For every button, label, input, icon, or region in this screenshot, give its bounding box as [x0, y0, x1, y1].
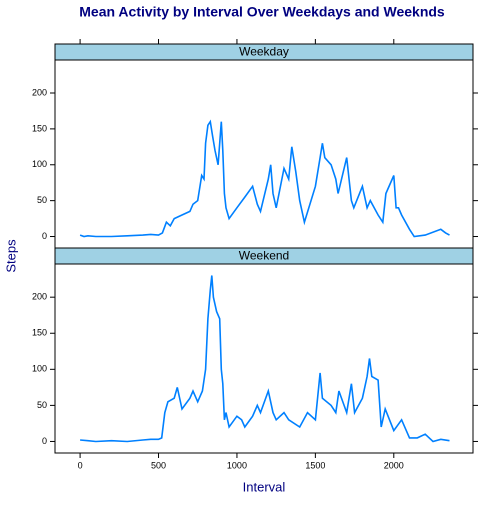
line: [79, 119, 450, 238]
y-tick-label: 150: [32, 328, 47, 338]
strip-label: Weekend: [239, 249, 289, 263]
y-tick-label: 150: [32, 123, 47, 133]
x-tick-label: 2000: [384, 460, 404, 470]
y-tick-label: 0: [42, 231, 47, 241]
panel-border: [54, 59, 474, 249]
y-tick-label: 50: [37, 195, 47, 205]
y-tick-label: 100: [32, 159, 47, 169]
y-tick-label: 0: [42, 436, 47, 446]
strip-label: Weekday: [239, 45, 289, 59]
panel-border: [54, 263, 474, 454]
chart-title: Mean Activity by Interval Over Weekdays …: [79, 4, 445, 20]
y-axis-label: Steps: [3, 239, 18, 273]
y-tick-label: 100: [32, 364, 47, 374]
y-tick-label: 50: [37, 400, 47, 410]
x-tick-label: 500: [151, 460, 166, 470]
line: [80, 275, 450, 443]
x-tick-label: 1500: [305, 460, 325, 470]
x-tick-label: 0: [78, 460, 83, 470]
x-axis-label: Interval: [243, 479, 286, 494]
y-tick-label: 200: [32, 292, 47, 302]
y-tick-label: 200: [32, 87, 47, 97]
x-tick-label: 1000: [227, 460, 247, 470]
